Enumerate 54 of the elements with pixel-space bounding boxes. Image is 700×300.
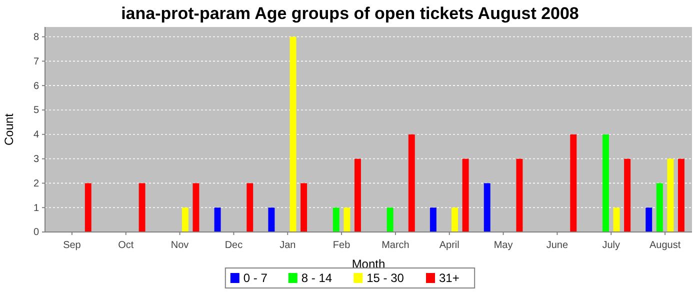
- x-tick-label: April: [439, 240, 460, 251]
- chart-title: iana-prot-param Age groups of open tickets August 2008: [121, 4, 579, 23]
- y-tick-label: 0: [33, 227, 40, 238]
- y-tick-label: 8: [33, 32, 40, 43]
- bar: [290, 36, 296, 232]
- bar: [246, 183, 254, 232]
- x-tick-label: Jan: [280, 240, 296, 251]
- bar: [332, 208, 340, 232]
- bar: [300, 183, 308, 232]
- bar: [214, 208, 221, 232]
- x-tick-label: Oct: [118, 240, 134, 251]
- x-tick-label: Sep: [63, 240, 82, 251]
- x-tick-label: August: [649, 240, 681, 251]
- bar: [646, 208, 652, 232]
- x-tick-label: Nov: [170, 240, 189, 251]
- x-tick-label: May: [494, 240, 513, 251]
- bar: [516, 158, 523, 232]
- legend-label: 0 - 7: [243, 271, 268, 286]
- x-tick-label: June: [546, 240, 568, 251]
- legend-label: 15 - 30: [366, 271, 404, 286]
- y-tick-label: 3: [33, 154, 40, 165]
- bar: [452, 208, 458, 232]
- bar: [408, 134, 415, 232]
- bar: [462, 158, 469, 232]
- bar: [624, 158, 631, 232]
- legend-label: 8 - 14: [301, 271, 332, 286]
- legend-label: 31+: [439, 271, 460, 286]
- y-axis-title: Count: [2, 112, 16, 146]
- bar: [138, 183, 146, 232]
- x-tick-label: Feb: [332, 240, 351, 251]
- bar: [656, 183, 663, 232]
- bar: [430, 208, 436, 232]
- bar: [268, 208, 275, 232]
- y-tick-label: 7: [33, 56, 40, 68]
- bar: [613, 208, 620, 232]
- y-tick-label: 5: [33, 105, 40, 116]
- bar: [344, 208, 350, 232]
- bar: [84, 183, 92, 232]
- bar: [667, 158, 674, 232]
- bar: [354, 158, 361, 232]
- bar: [192, 183, 200, 232]
- y-tick-label: 1: [33, 202, 40, 214]
- bar: [570, 134, 577, 232]
- x-tick-label: July: [602, 240, 620, 251]
- bar: [602, 134, 609, 232]
- y-tick-label: 6: [33, 80, 40, 92]
- bar: [386, 208, 394, 232]
- x-tick-label: March: [382, 240, 410, 251]
- bar: [484, 183, 490, 232]
- bar: [182, 208, 188, 232]
- x-tick-label: Dec: [224, 240, 243, 251]
- y-tick-label: 2: [33, 178, 40, 190]
- y-tick-label: 4: [33, 130, 40, 141]
- bar: [678, 158, 684, 232]
